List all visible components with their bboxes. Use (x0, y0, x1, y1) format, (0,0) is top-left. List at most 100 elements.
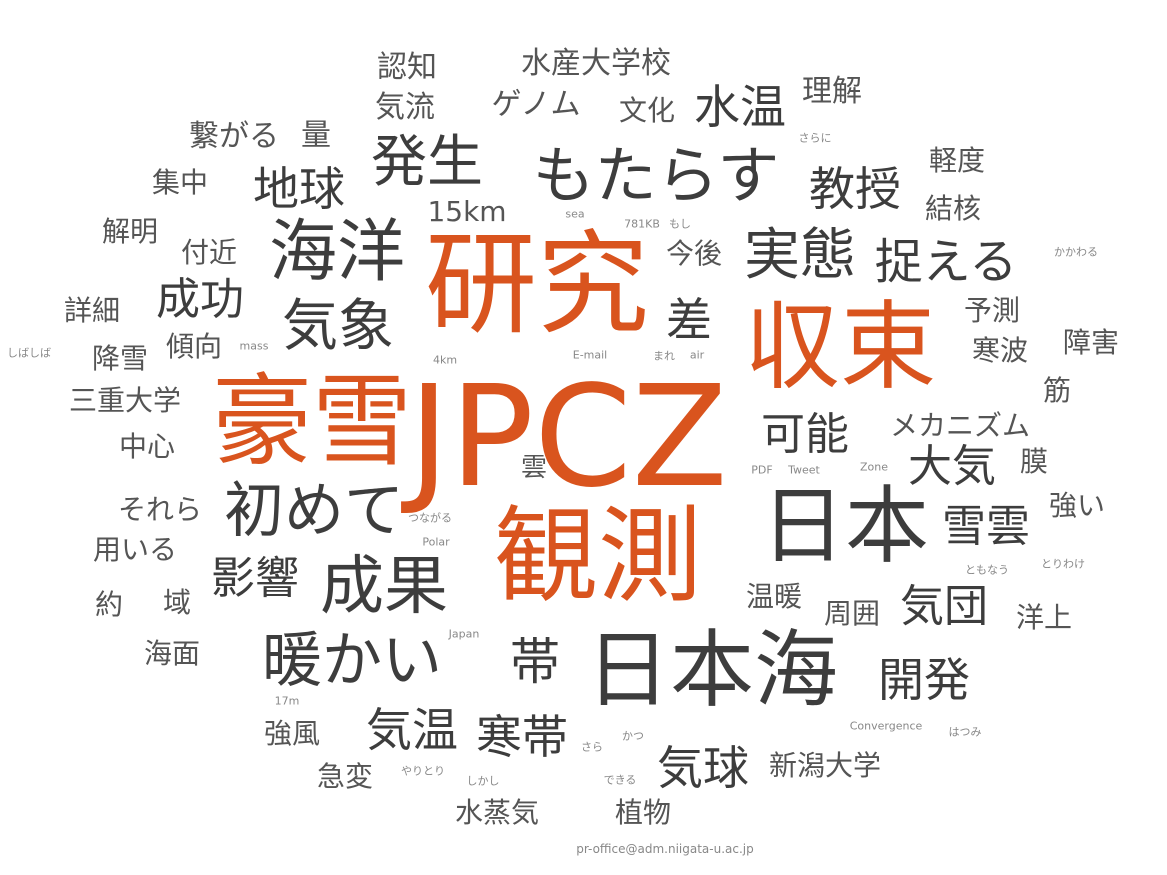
word-zone: Zone (859, 460, 889, 474)
word-shusoku: 収束 (744, 291, 936, 403)
word-iki: 域 (162, 586, 192, 619)
word-kansoku: 観測 (493, 495, 703, 617)
word-sea: sea (565, 207, 585, 221)
word-suji: 筋 (1042, 374, 1072, 407)
word-781kb: 781KB (624, 217, 660, 231)
word-hajimete: 初めて (224, 476, 404, 546)
word-kano: 可能 (761, 409, 849, 460)
word-motarasu: もたらす (532, 139, 780, 212)
word-air: air (689, 348, 705, 362)
word-kumo: 雲 (520, 453, 548, 483)
word-kantai: 寒帯 (476, 710, 568, 764)
word-kenkyu: 研究 (425, 220, 649, 350)
word-ninchi: 認知 (377, 50, 437, 85)
word-mare: まれ (653, 349, 675, 363)
word-eikyo: 影響 (211, 553, 299, 604)
word-seika: 成果 (320, 550, 448, 624)
word-ryo: 量 (301, 118, 331, 153)
word-japan: Japan (448, 627, 480, 641)
word-niigata-daigaku: 新潟大学 (768, 749, 882, 782)
word-kion: 気温 (366, 703, 458, 757)
word-kanpa: 寒波 (971, 334, 1029, 367)
word-tsuyoi: 強い (1048, 489, 1106, 522)
word-chikyu: 地球 (253, 162, 345, 216)
word-convergence: Convergence (849, 719, 923, 733)
word-maku: 膜 (1019, 445, 1049, 478)
word-mochiiru: 用いる (92, 533, 178, 566)
word-rikai: 理解 (802, 74, 862, 109)
word-tweet: Tweet (788, 463, 820, 477)
word-chushin: 中心 (118, 430, 176, 463)
word-setsuun: 雪雲 (942, 501, 1030, 552)
word-tomonau: ともなう (965, 563, 1009, 577)
word-fukin: 付近 (180, 236, 238, 269)
word-kakawaru: かかわる (1054, 245, 1098, 259)
word-pdf: PDF (751, 463, 773, 477)
word-shibashiba: しばしば (7, 346, 51, 360)
word-seiko: 成功 (156, 274, 244, 325)
word-shui: 周囲 (823, 597, 881, 630)
word-obi: 帯 (510, 633, 560, 691)
word-kaimei: 解明 (101, 215, 159, 248)
word-kekkaku: 結核 (924, 192, 982, 225)
word-4km: 4km (432, 353, 458, 367)
word-suijoki: 水蒸気 (454, 796, 540, 829)
word-yaritori: やりとり (401, 764, 445, 778)
word-nihonkai: 日本海 (585, 621, 839, 719)
word-sara: さら (581, 740, 603, 754)
word-gosetsu: 豪雪 (212, 363, 412, 480)
word-dekiru: できる (603, 773, 637, 787)
word-atatakai: 暖かい (262, 626, 442, 696)
word-keiko: 傾向 (165, 330, 223, 363)
word-jpcz: JPCZ (408, 356, 728, 519)
word-kaiyo: 海洋 (268, 213, 406, 292)
word-17m: 17m (274, 694, 300, 708)
word-hassei: 発生 (371, 130, 483, 195)
word-shogai: 障害 (1062, 326, 1120, 359)
word-kongo: 今後 (665, 237, 723, 270)
word-nihon: 日本 (760, 477, 930, 575)
word-email: E-mail (572, 348, 608, 362)
word-kaimen: 海面 (143, 637, 201, 670)
word-tsunagaru-small: つながる (408, 511, 452, 525)
word-sorera: それら (117, 493, 203, 526)
word-jittai: 実態 (744, 223, 856, 288)
word-mekanizumu: メカニズム (889, 409, 1031, 442)
word-moshi: もし (669, 217, 691, 231)
word-polar: Polar (422, 535, 450, 549)
word-hatsumi: はつみ (948, 725, 982, 739)
word-kisho: 気象 (282, 294, 394, 359)
word-sa: 差 (666, 293, 712, 347)
word-15km: 15km (427, 195, 507, 228)
word-shikashi: しかし (466, 774, 500, 788)
word-toraeru: 捉える (874, 234, 1018, 290)
word-yosoku: 予測 (963, 294, 1021, 327)
word-katsu: かつ (622, 729, 644, 743)
word-yojo: 洋上 (1015, 601, 1073, 634)
word-kidan: 気団 (900, 581, 988, 632)
word-bunka: 文化 (618, 94, 676, 127)
word-sarani: さらに (798, 131, 832, 145)
word-kosetsu: 降雪 (91, 342, 149, 375)
word-suisan-daigakko: 水産大学校 (521, 46, 671, 81)
word-kiryu: 気流 (375, 90, 435, 125)
word-mass: mass (239, 339, 269, 353)
word-tsunagaru: 繋がる (189, 119, 279, 154)
word-keido: 軽度 (928, 144, 986, 177)
word-kyuhen: 急変 (316, 760, 374, 793)
word-yaku: 約 (94, 588, 124, 621)
word-taiki: 大気 (908, 441, 996, 492)
word-shuchu: 集中 (151, 166, 209, 199)
word-shosai: 詳細 (63, 294, 121, 327)
word-toriwake: とりわけ (1041, 557, 1085, 571)
word-genomu: ゲノム (491, 87, 581, 122)
word-kyofu: 強風 (263, 717, 321, 750)
word-kikyu: 気球 (657, 741, 749, 795)
word-suion: 水温 (694, 80, 786, 134)
word-ondan: 温暖 (745, 580, 803, 613)
word-mie-daigaku: 三重大学 (68, 384, 182, 417)
word-kyoju: 教授 (809, 162, 901, 216)
word-email-address: pr-office@adm.niigata-u.ac.jp (576, 842, 754, 856)
word-kaihatsu: 開発 (878, 653, 970, 707)
